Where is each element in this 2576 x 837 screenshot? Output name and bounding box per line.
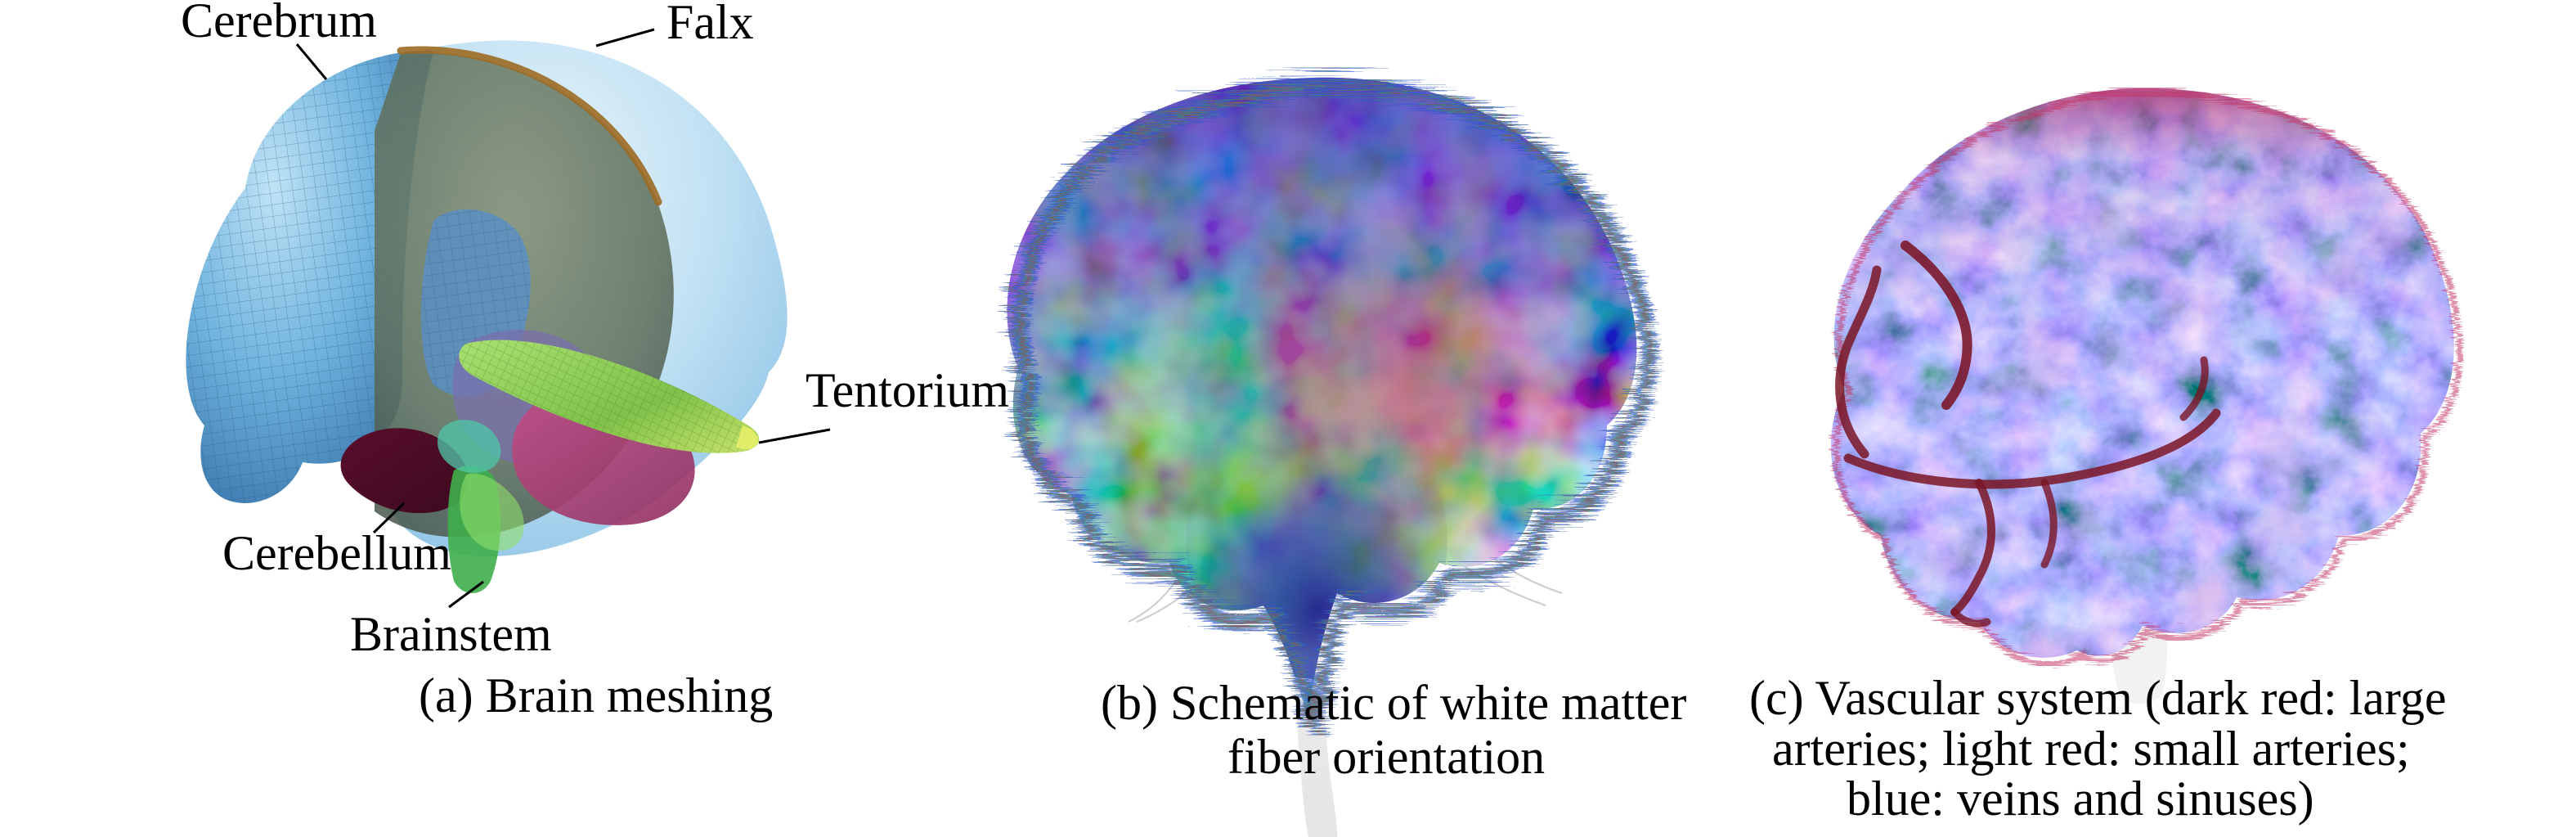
svg-text:(b) Schematic of white matter: (b) Schematic of white matter xyxy=(1101,676,1686,730)
svg-text:Falx: Falx xyxy=(666,0,754,49)
svg-text:Cerebrum: Cerebrum xyxy=(181,0,377,47)
svg-text:Cerebellum: Cerebellum xyxy=(222,526,451,580)
svg-text:blue: veins and sinuses): blue: veins and sinuses) xyxy=(1847,772,2314,826)
svg-text:(a) Brain meshing: (a) Brain meshing xyxy=(419,668,773,722)
svg-text:arteries; light red: small art: arteries; light red: small arteries; xyxy=(1772,722,2410,776)
svg-text:Brainstem: Brainstem xyxy=(350,607,552,661)
svg-text:Tentorium: Tentorium xyxy=(806,363,1009,417)
svg-text:(c) Vascular system (dark red:: (c) Vascular system (dark red: large xyxy=(1749,671,2446,725)
svg-text:fiber orientation: fiber orientation xyxy=(1227,730,1545,784)
